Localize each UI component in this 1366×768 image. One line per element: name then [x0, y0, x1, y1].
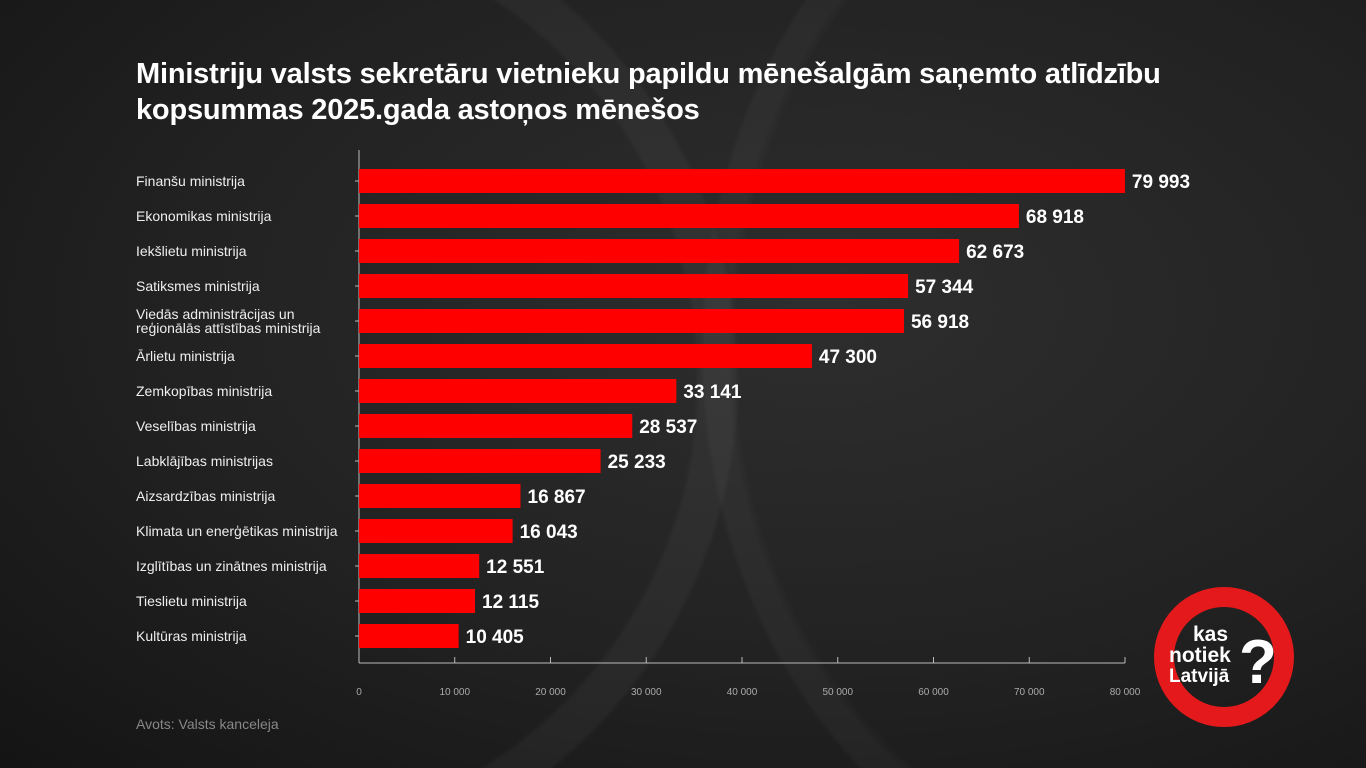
- bar: [359, 414, 633, 438]
- bar: [359, 239, 960, 263]
- bar: [359, 554, 480, 578]
- category-label: Zemkopības ministrija: [136, 383, 272, 399]
- category-label: Labklājības ministrijas: [136, 453, 273, 469]
- bar: [359, 624, 459, 648]
- bar: [359, 169, 1125, 193]
- chart-title: Ministriju valsts sekretāru vietnieku pa…: [136, 58, 1161, 126]
- value-label: 62 673: [966, 242, 1024, 263]
- category-label: Finanšu ministrija: [136, 173, 245, 189]
- category-label: Iekšlietu ministrija: [136, 243, 247, 259]
- bar: [359, 344, 812, 368]
- category-label: Klimata un enerģētikas ministrija: [136, 523, 338, 539]
- bar: [359, 204, 1019, 228]
- bar: [359, 589, 476, 613]
- value-label: 79 993: [1132, 172, 1190, 193]
- x-tick-label: 70 000: [1014, 687, 1045, 698]
- bar: [359, 484, 521, 508]
- category-label: Ekonomikas ministrija: [136, 208, 272, 224]
- bar: [359, 309, 904, 333]
- value-label: 57 344: [915, 277, 974, 298]
- value-label: 10 405: [466, 627, 525, 648]
- category-label: Aizsardzības ministrija: [136, 488, 275, 504]
- source-note: Avots: Valsts kanceleja: [136, 716, 279, 732]
- category-label: Ārlietu ministrija: [136, 348, 235, 364]
- value-label: 28 537: [639, 417, 697, 438]
- value-label: 16 043: [520, 522, 578, 543]
- value-label: 56 918: [911, 312, 969, 333]
- svg-text:?: ?: [1239, 628, 1277, 697]
- bar: [359, 519, 513, 543]
- value-label: 12 115: [482, 592, 539, 613]
- category-label: Izglītības un zinātnes ministrija: [136, 558, 327, 574]
- value-label: 68 918: [1026, 207, 1084, 228]
- x-tick-label: 80 000: [1110, 687, 1141, 698]
- svg-text:kas: kas: [1193, 623, 1228, 646]
- value-label: 16 867: [528, 487, 586, 508]
- value-label: 12 551: [486, 557, 545, 578]
- bar: [359, 379, 677, 403]
- category-label: Satiksmes ministrija: [136, 278, 260, 294]
- value-label: 25 233: [608, 452, 666, 473]
- x-tick-label: 10 000: [439, 687, 470, 698]
- x-tick-label: 40 000: [727, 687, 758, 698]
- category-label: Veselības ministrija: [136, 418, 256, 434]
- value-label: 33 141: [683, 382, 742, 403]
- kas-notiek-latvija-logo: kas notiek Latvijā ?: [1154, 587, 1294, 727]
- category-label: Viedās administrācijas un reģionālās attī…: [136, 306, 321, 336]
- svg-text:notiek: notiek: [1169, 644, 1231, 667]
- x-tick-label: 0: [356, 687, 362, 698]
- x-tick-label: 20 000: [535, 687, 566, 698]
- value-label: 47 300: [819, 347, 877, 368]
- bar: [359, 449, 601, 473]
- x-tick-label: 30 000: [631, 687, 662, 698]
- category-label: Kultūras ministrija: [136, 628, 247, 644]
- category-label: Tieslietu ministrija: [136, 593, 247, 609]
- bar: [359, 274, 909, 298]
- x-tick-label: 60 000: [918, 687, 949, 698]
- x-tick-label: 50 000: [822, 687, 853, 698]
- svg-text:Latvijā: Latvijā: [1169, 666, 1230, 687]
